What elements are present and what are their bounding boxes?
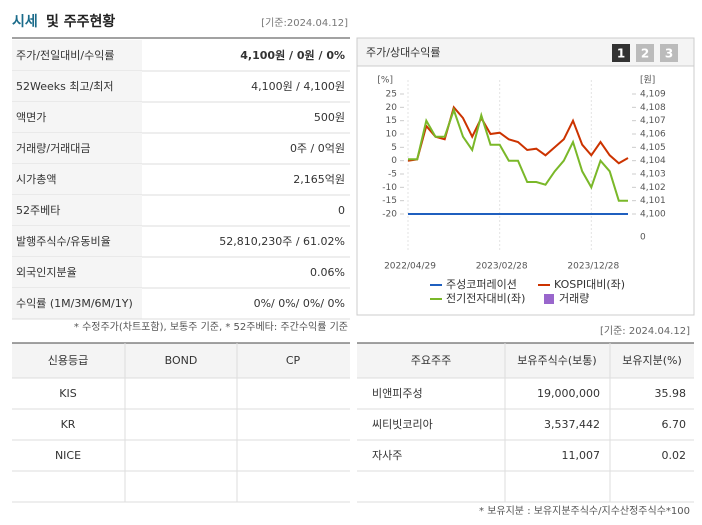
label-cell [12,257,142,288]
row-value: 500원 [314,111,345,124]
y2-tick-label: 4,104 [640,156,666,166]
y2-tick-label: 4,101 [640,196,666,206]
y-tick-label: 10 [386,130,398,140]
row-value: 0%/ 0%/ 0%/ 0% [254,297,345,310]
legend-label: 주성코퍼레이션 [446,278,517,291]
y-tick-label: 0 [391,156,397,166]
row-label: 주가/전일대비/수익률 [16,48,115,62]
label-cell [12,40,142,71]
y2-unit: [원] [640,75,655,86]
date: [기준:2024.04.12] [261,17,348,29]
cell: NICE [55,449,81,462]
x-tick-label: 2023/12/28 [567,262,619,272]
row-label: 발행주식수/유동비율 [16,235,111,248]
cell: 11,007 [562,449,601,462]
y2-tick-label: 4,105 [640,143,666,153]
tab-label[interactable]: 2 [641,47,649,61]
row-value: 0 [338,204,345,217]
row-value: 0.06% [310,266,345,279]
col-header: BOND [165,354,198,367]
chart-title: 주가/상대수익률 [366,46,441,59]
y2-tick-label: 4,102 [640,183,666,193]
y-tick-label: 15 [386,116,397,126]
title-b: 및 주주현황 [46,13,115,30]
tab[interactable] [660,44,678,62]
tab-label[interactable]: 3 [665,47,673,61]
x-tick-label: 2023/02/28 [476,262,528,272]
cell: 19,000,000 [537,387,600,400]
header-row [357,343,694,378]
label-cell [12,133,142,164]
title-a: 시세 [12,14,38,30]
note: * 수정주가(차트포함), 보통주 기준, * 52주베타: 주간수익률 기준 [74,321,348,333]
row-value: 0주 / 0억원 [290,142,345,155]
tab[interactable] [612,44,630,62]
y2-tick-label: 4,103 [640,170,666,180]
row-label: 외국인지분율 [16,266,77,279]
series-line [407,105,629,165]
y-tick-label: -20 [382,210,397,220]
row-label: 거래량/거래대금 [16,142,91,155]
tab-label[interactable]: 1 [617,47,625,61]
label-cell [12,164,142,195]
cell: 자사주 [372,449,402,462]
cell: 비앤피주성 [372,387,423,400]
label-cell [12,71,142,102]
y-tick-label: 20 [386,103,398,113]
y-tick-label: 5 [391,143,397,153]
row-value: 2,165억원 [293,173,345,186]
y-unit: [%] [377,76,393,86]
cell: 씨티빗코리아 [372,418,433,431]
col-header: CP [286,354,301,367]
y-tick-label: 25 [386,90,397,100]
y-tick-label: -5 [388,170,397,180]
y-tick-label: -15 [382,196,397,206]
cell: KR [61,418,76,431]
holders-note: * 보유지분 : 보유지분주식수/지수산정주식수*100 [479,505,690,517]
row-label: 시가총액 [16,173,56,186]
cell: 0.02 [662,449,687,462]
row-label: 52Weeks 최고/최저 [16,80,114,93]
holders-date: [기준: 2024.04.12] [600,325,690,337]
legend-label: 전기전자대비(좌) [446,292,525,305]
row-value: 4,100원 / 0원 / 0% [240,48,345,62]
legend-swatch [544,294,554,304]
cell: KIS [59,387,76,400]
y2-tick-label: 4,100 [640,210,666,220]
label-cell [12,195,142,226]
cell: 3,537,442 [544,418,600,431]
y2-tick-label: 4,109 [640,90,666,100]
header-row [12,343,350,378]
label-cell [12,288,142,319]
y2-tick-label: 4,107 [640,116,666,126]
y2-tick-label: 4,106 [640,130,666,140]
row-value: 52,810,230주 / 61.02% [219,235,345,248]
row-label: 52주베타 [16,204,60,217]
y-tick-label: -10 [382,183,397,193]
legend-label: KOSPI대비(좌) [554,278,625,291]
col-header: 보유주식수(보통) [517,354,596,367]
col-header: 주요주주 [411,354,451,367]
legend-label: 거래량 [559,292,589,305]
row-label: 액면가 [16,111,46,124]
volume-tick-label: 0 [640,233,646,243]
series-line [408,106,628,202]
cell: 6.70 [662,418,687,431]
col-header: 보유지분(%) [622,354,682,367]
x-tick-label: 2022/04/29 [384,262,436,272]
y2-tick-label: 4,108 [640,103,666,113]
row-value: 4,100원 / 4,100원 [251,80,345,93]
cell: 35.98 [655,387,687,400]
row-label: 수익률 (1M/3M/6M/1Y) [16,297,133,310]
label-cell [12,226,142,257]
label-cell [12,102,142,133]
tab[interactable] [636,44,654,62]
col-header: 신용등급 [48,354,88,367]
